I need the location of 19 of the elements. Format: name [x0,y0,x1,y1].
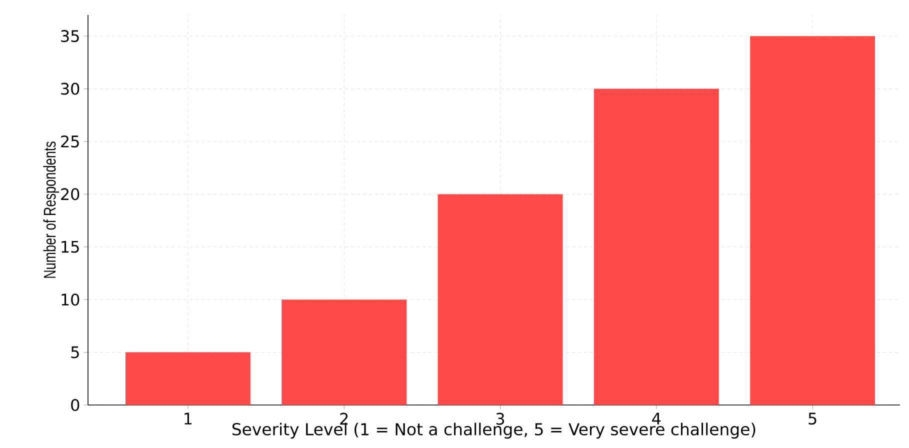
x-tick-label: 4 [652,412,661,424]
bar [125,352,250,405]
bar [750,36,876,405]
y-tick-label: 15 [62,240,79,253]
y-tick-label: 0 [71,398,80,412]
x-tick-label: 5 [808,412,816,425]
bar [438,194,563,405]
x-tick-label: 3 [496,412,504,425]
y-tick-label: 30 [61,82,80,95]
y-tick-label: 20 [61,188,80,200]
x-tick-label: 1 [184,412,192,424]
y-tick-label: 10 [62,294,80,306]
bar [282,300,407,405]
y-tick-label: 5 [71,346,79,358]
y-tick-label: 25 [61,135,79,148]
y-tick-label: 35 [61,30,79,42]
y-axis-title: Number of Respondents [43,142,60,278]
x-tick-label: 2 [340,412,348,425]
bar [594,88,719,405]
